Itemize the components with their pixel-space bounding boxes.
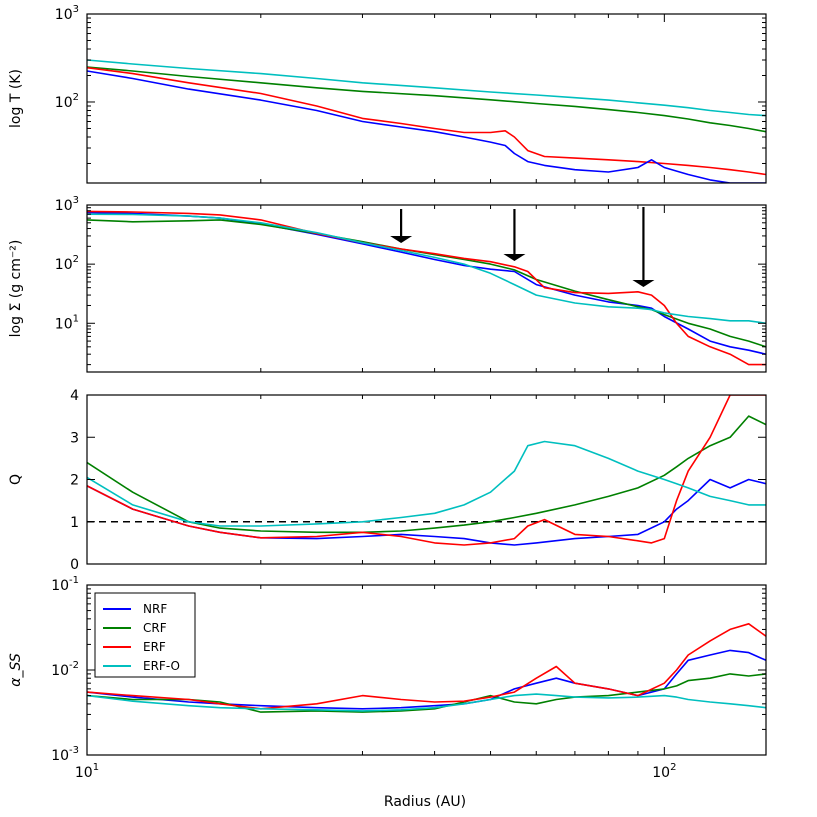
axes-frame [86, 13, 767, 184]
y-tick-label: 3 [70, 430, 79, 446]
series-erf-o-temperature [87, 59, 766, 117]
series-erf-o-toomre-q [87, 440, 766, 527]
legend-box [94, 592, 196, 678]
panel-alpha-ss: 10-3 10-2 10-1 101 102 α_SS [8, 575, 767, 781]
series-erf-temperature [87, 66, 766, 176]
x-tick-label: 102 [652, 762, 676, 781]
y-tick-label: 4 [70, 388, 79, 404]
panels: 102 103 log T (K) 101 102 103 log Σ (g cm⁻²) 0 1… [8, 4, 767, 781]
legend-label-erf: ERF [143, 640, 166, 654]
panel-temperature: 102 103 log T (K) [8, 4, 767, 184]
y-tick-label: 1 [70, 515, 79, 531]
legend-label-crf: CRF [143, 621, 167, 635]
series-crf-surface-density [87, 219, 766, 348]
series-crf-alpha-ss [87, 673, 766, 713]
y-axis-label-temperature: log T (K) [8, 69, 24, 128]
y-tick-label: 102 [55, 92, 79, 111]
panel-toomre-q: 0 1 2 3 4 Q [8, 388, 767, 573]
legend-label-erf-o: ERF-O [143, 659, 180, 673]
series-crf-temperature [87, 66, 766, 133]
y-tick-label: 103 [55, 195, 79, 214]
y-tick-label: 2 [70, 473, 79, 489]
series-nrf-surface-density [87, 211, 766, 355]
y-tick-label: 101 [55, 313, 79, 332]
y-tick-label: 103 [55, 4, 79, 23]
gap-marker-arrow [632, 207, 655, 287]
series-erf-o-alpha-ss [87, 693, 766, 712]
series-erf-toomre-q [87, 395, 766, 546]
y-tick-label: 102 [55, 254, 79, 273]
y-tick-label: 10-3 [51, 745, 79, 764]
legend: NRF CRF ERF ERF-O [94, 592, 196, 678]
y-axis-label-surface-density: log Σ (g cm⁻²) [8, 240, 24, 338]
y-axis-label-alpha-ss: α_SS [8, 653, 24, 687]
series-nrf-temperature [87, 70, 766, 183]
y-tick-label: 0 [70, 557, 79, 573]
y-axis-label-toomre-q: Q [8, 474, 24, 485]
gap-marker-arrow [503, 209, 526, 261]
gap-marker-arrow [390, 209, 413, 243]
series-nrf-toomre-q [87, 478, 766, 546]
y-tick-label: 10-2 [51, 660, 79, 679]
x-axis-label: Radius (AU) [384, 794, 466, 810]
axes-frame [86, 204, 767, 373]
y-tick-label: 10-1 [51, 575, 79, 594]
panel-surface-density: 101 102 103 log Σ (g cm⁻²) [8, 195, 767, 373]
series-crf-toomre-q [87, 415, 766, 534]
series-erf-surface-density [87, 210, 766, 366]
legend-label-nrf: NRF [143, 602, 167, 616]
x-tick-label: 101 [75, 762, 99, 781]
series-erf-o-surface-density [87, 213, 766, 325]
